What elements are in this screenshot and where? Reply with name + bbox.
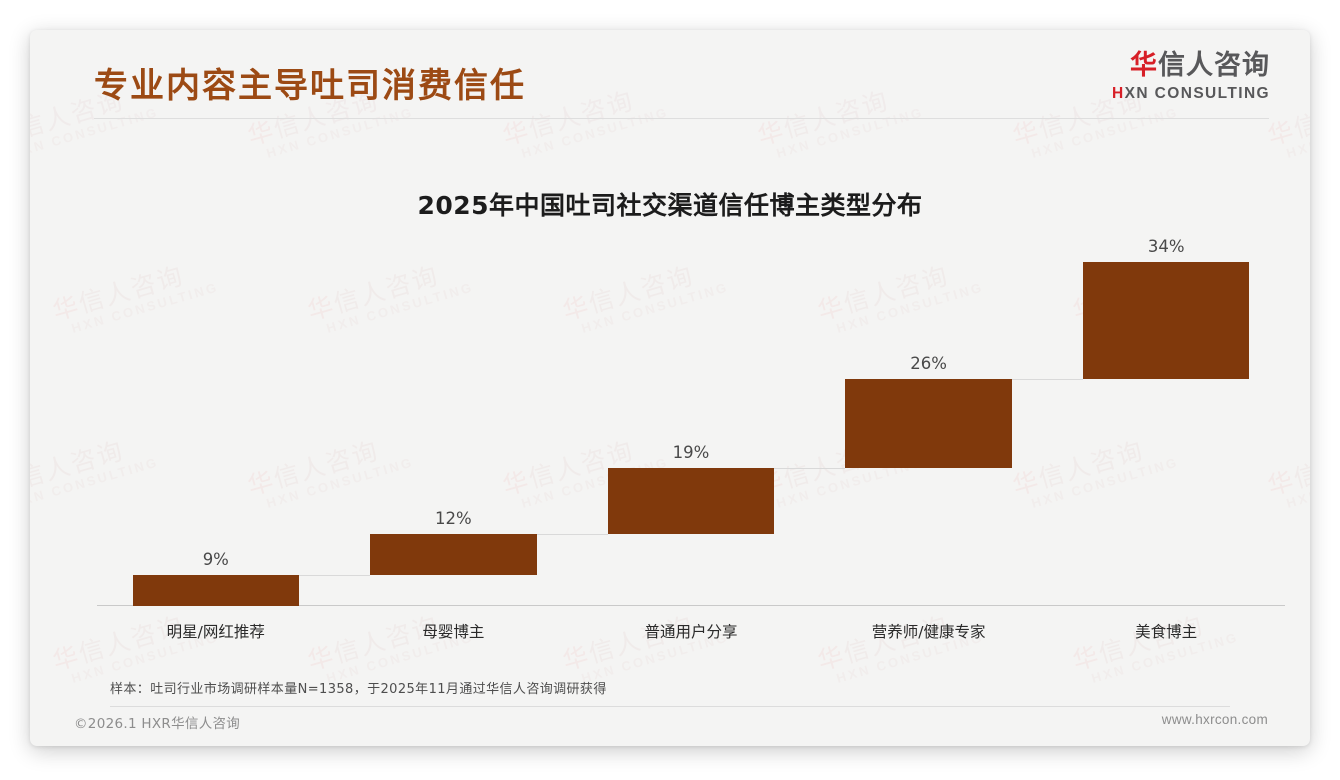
chart-category-label: 母婴博主: [422, 623, 485, 641]
slide-footer: ©2026.1 HXR华信人咨询 www.hxrcon.com: [30, 700, 1310, 746]
chart-bar-value-label: 34%: [1147, 237, 1185, 256]
header-divider: [94, 118, 1269, 119]
slide-header: 专业内容主导吐司消费信任 华信人咨询 HXN CONSULTING: [30, 30, 1310, 120]
chart-category-label: 美食博主: [1135, 623, 1198, 641]
chart-bar-value-label: 12%: [435, 508, 472, 528]
chart-title: 2025年中国吐司社交渠道信任博主类型分布: [417, 191, 923, 220]
chart-bar[interactable]: [1083, 262, 1250, 379]
chart-bar[interactable]: [370, 533, 537, 576]
chart-bar-value-label: 9%: [202, 550, 229, 570]
page-title: 专业内容主导吐司消费信任: [94, 66, 526, 106]
chart-step-connector: [774, 468, 846, 470]
brand-logo: 华信人咨询 HXN CONSULTING: [1112, 52, 1270, 102]
footnote-text: 样本：吐司行业市场调研样本量N=1358，于2025年11月通过华信人咨询调研获…: [110, 682, 607, 697]
chart-category-label: 普通用户分享: [644, 623, 738, 641]
footnote-rule: [110, 706, 1230, 707]
website-url[interactable]: www.hxrcon.com: [1161, 712, 1268, 727]
brand-logo-english: HXN CONSULTING: [1112, 86, 1270, 102]
chart-plot: 9% 明星/网红推荐 12% 母婴博主 19% 普通用户分享 26% 营养师/健康专家 34% 美…: [97, 236, 1285, 641]
chart-step-connector: [298, 575, 371, 577]
brand-logo-en-rest: XN CONSULTING: [1124, 85, 1270, 102]
chart-bar[interactable]: [607, 468, 775, 534]
chart-bar[interactable]: [845, 378, 1012, 469]
chart-bar-value-label: 26%: [910, 353, 947, 373]
brand-logo-accent-char: 华: [1130, 50, 1158, 81]
chart-step-connector: [536, 533, 608, 535]
chart-bar-value-label: 19%: [672, 443, 710, 463]
copyright-text: ©2026.1 HXR华信人咨询: [74, 716, 241, 732]
chart-step-connector: [1011, 378, 1084, 380]
chart-area: 2025年中国吐司社交渠道信任博主类型分布 9% 明星/网红推荐 12% 母婴博主 19…: [30, 126, 1310, 666]
chart-bar[interactable]: [132, 575, 299, 606]
brand-logo-en-accent: H: [1112, 85, 1125, 102]
footnote-block: 样本：吐司行业市场调研样本量N=1358，于2025年11月通过华信人咨询调研获…: [110, 678, 1230, 707]
chart-category-label: 营养师/健康专家: [871, 623, 986, 641]
slide-card: 华信人咨询 HXN CONSULTING 华信人咨询 HXN CONSULTING华信…: [30, 30, 1310, 746]
chart-category-label: 明星/网红推荐: [166, 623, 265, 641]
brand-logo-chinese: 华信人咨询: [1112, 52, 1270, 79]
chart-baseline-axis: [97, 605, 1285, 606]
brand-logo-rest-chars: 信人咨询: [1158, 50, 1270, 81]
